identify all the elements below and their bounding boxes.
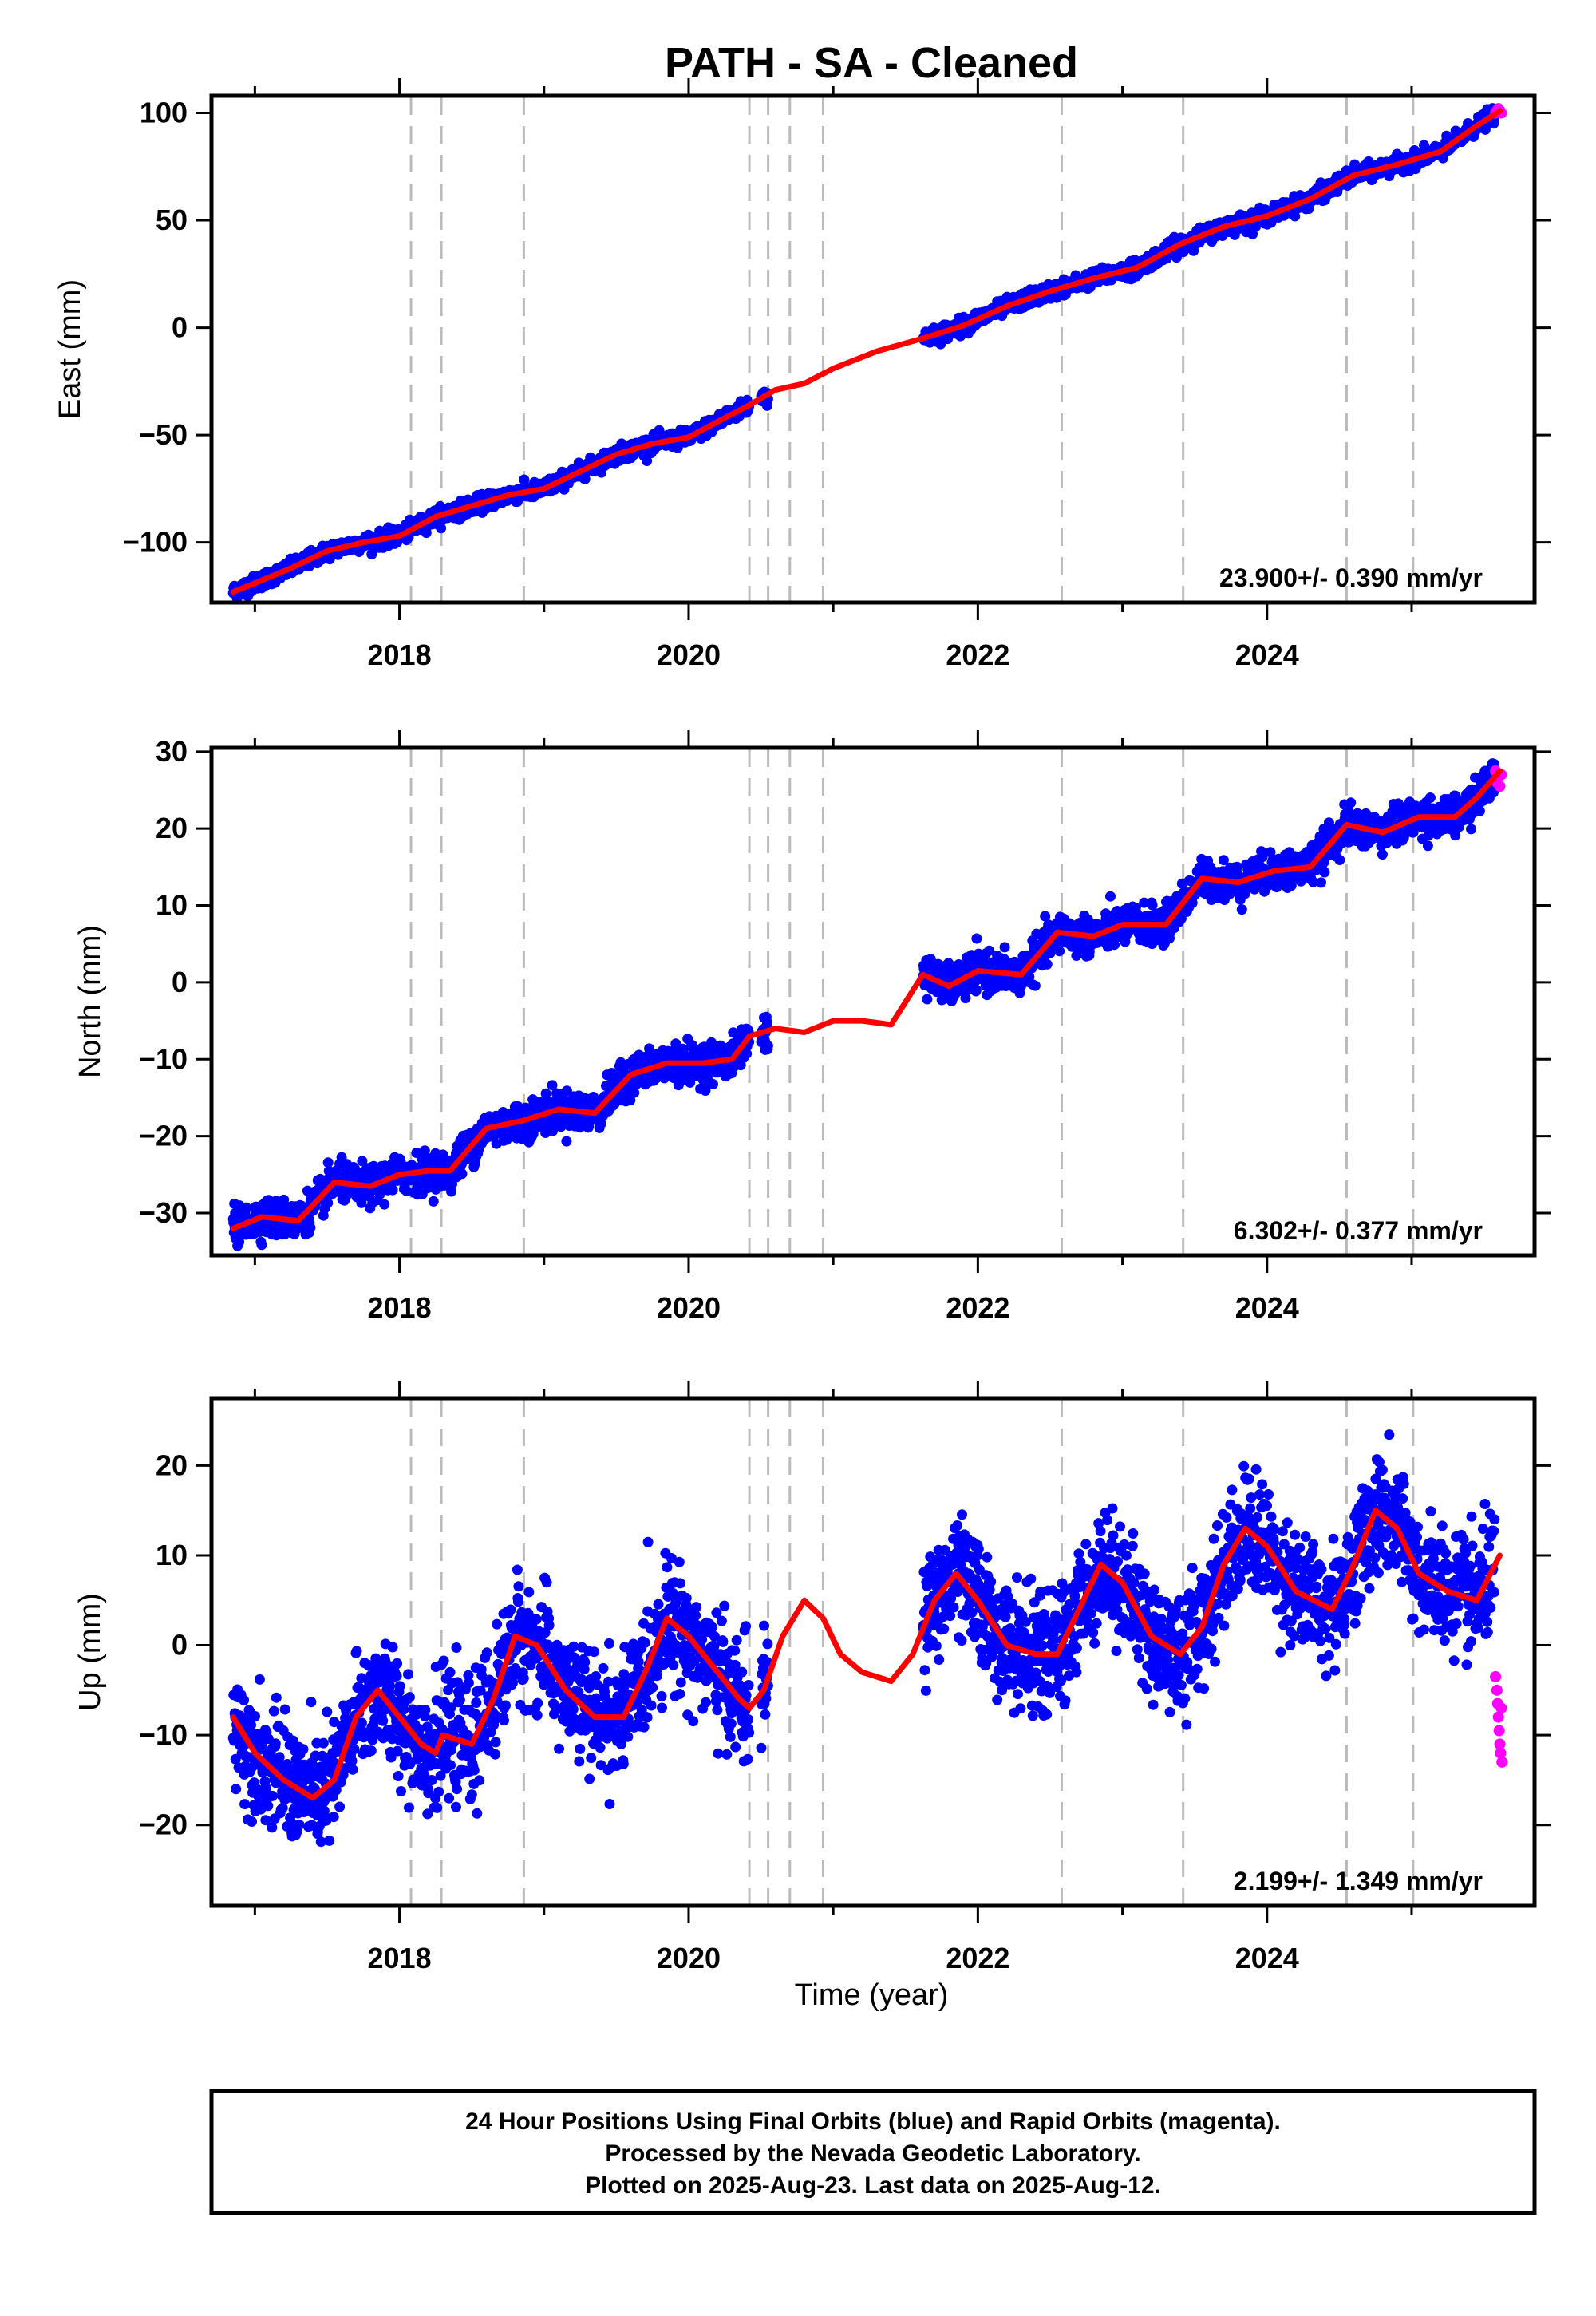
final-orbit-point bbox=[700, 1085, 711, 1096]
final-orbit-point bbox=[935, 338, 946, 350]
final-orbit-point bbox=[356, 1197, 367, 1208]
y-tick-label: −50 bbox=[139, 418, 188, 451]
x-tick-label: 2022 bbox=[946, 638, 1009, 671]
final-orbit-point bbox=[234, 1236, 245, 1247]
final-orbit-point bbox=[984, 945, 995, 956]
final-orbit-point bbox=[1290, 211, 1301, 222]
final-orbit-point bbox=[1040, 911, 1051, 922]
final-orbit-point bbox=[971, 933, 982, 944]
y-tick-label: −100 bbox=[123, 526, 188, 559]
final-orbit-point bbox=[1024, 971, 1035, 982]
y-axis-title: East (mm) bbox=[53, 279, 87, 419]
plot-frame bbox=[209, 93, 1537, 605]
final-orbit-point bbox=[456, 1168, 468, 1180]
final-orbit-point bbox=[428, 1196, 439, 1207]
y-tick-label: 50 bbox=[156, 204, 188, 236]
figure-title: PATH - SA - Cleaned bbox=[665, 39, 1078, 87]
final-orbit-point bbox=[1147, 899, 1158, 911]
final-orbit-point bbox=[1139, 897, 1150, 908]
final-orbit-point bbox=[322, 1197, 334, 1208]
final-orbit-point bbox=[762, 1040, 773, 1051]
x-tick-label: 2018 bbox=[368, 638, 432, 671]
final-orbit-point bbox=[1054, 946, 1065, 957]
final-orbit-point bbox=[728, 1027, 739, 1038]
final-orbit-point bbox=[642, 456, 653, 466]
final-orbit-point bbox=[256, 1239, 267, 1251]
final-orbit-point bbox=[595, 1118, 606, 1129]
final-orbit-point bbox=[1105, 891, 1116, 902]
final-orbit-point bbox=[1231, 861, 1242, 872]
final-orbit-point bbox=[379, 1199, 390, 1210]
x-tick-label: 2020 bbox=[657, 638, 721, 671]
final-orbit-point bbox=[241, 1202, 252, 1213]
final-orbit-point bbox=[708, 1079, 718, 1089]
final-orbit-point bbox=[960, 993, 971, 1004]
final-orbit-point bbox=[446, 1186, 456, 1197]
final-orbit-point bbox=[387, 1184, 398, 1196]
final-orbit-point bbox=[629, 1087, 640, 1098]
final-orbit-point bbox=[547, 1080, 558, 1091]
velocity-annotation: 23.900+/- 0.390 mm/yr bbox=[1219, 563, 1483, 592]
final-orbit-point bbox=[761, 1017, 772, 1028]
final-orbit-point bbox=[322, 1157, 334, 1168]
final-orbit-point bbox=[501, 1134, 512, 1145]
final-orbit-point bbox=[999, 942, 1010, 953]
panels: 2018 2020 2022 2024 −100 −50 0 50 100 East (mm) 23… bbox=[53, 78, 1551, 1974]
final-orbit-point bbox=[741, 1048, 753, 1059]
final-orbit-point bbox=[561, 1136, 572, 1147]
final-orbit-point bbox=[1218, 855, 1229, 866]
model-fit-line bbox=[230, 108, 1503, 595]
final-orbit-point bbox=[1236, 904, 1247, 915]
y-tick-label: 100 bbox=[140, 97, 188, 129]
final-orbit-point bbox=[421, 528, 432, 539]
panel-east: 2018 2020 2022 2024 −100 −50 0 50 100 East (mm) 23… bbox=[53, 78, 1551, 671]
final-orbit-point bbox=[1029, 980, 1041, 991]
final-orbit-point bbox=[279, 1194, 290, 1205]
final-orbit-point bbox=[540, 1088, 551, 1099]
final-orbit-point bbox=[922, 994, 933, 1005]
y-tick-label: 0 bbox=[172, 311, 188, 344]
final-orbit-point bbox=[685, 1077, 696, 1088]
final-orbit-point bbox=[1041, 958, 1053, 970]
final-orbit-point bbox=[1187, 897, 1198, 908]
final-orbit-point bbox=[305, 1222, 316, 1233]
final-orbit-point bbox=[970, 984, 982, 995]
final-orbit-point bbox=[1109, 939, 1120, 951]
x-tick-label: 2024 bbox=[1235, 638, 1299, 671]
